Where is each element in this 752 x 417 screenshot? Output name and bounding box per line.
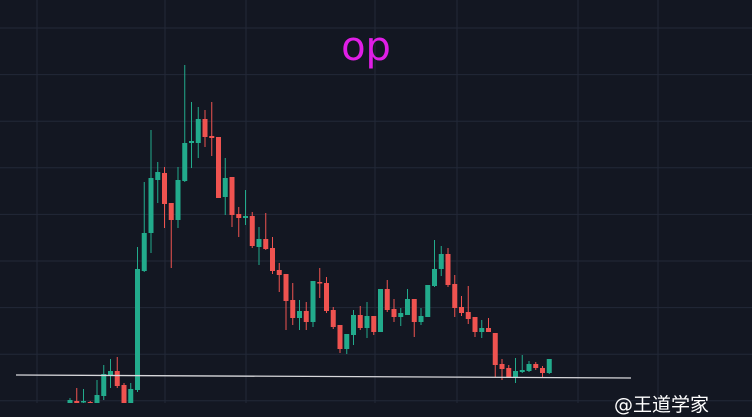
candle-body [276,270,282,275]
candle-body [283,274,289,301]
candle-body [263,239,269,249]
candle-body [330,310,336,327]
candle-body [67,400,73,403]
candle-body [364,316,370,328]
candle-body [81,401,86,403]
candle-body [128,389,134,403]
candle-body [344,334,350,349]
candle-body [74,401,80,403]
candle-body [546,359,552,373]
candle-body [189,141,194,143]
candle-body [351,315,356,335]
candle-body [445,254,451,285]
candle-body [182,143,188,181]
watermark: @王道学家 [614,394,710,416]
candle-body [391,309,397,317]
candle-body [371,316,377,332]
candle-body [513,371,518,377]
candle-body [202,119,208,137]
candle-body [303,311,309,322]
candle-body [479,328,485,332]
candle-body [459,307,464,313]
candle-body [317,282,323,284]
candle-body [168,203,174,220]
candle-body [486,328,491,332]
candle-body [432,269,437,286]
candle-body [243,216,248,218]
chart-title: op [341,24,391,70]
candle-body [297,311,302,318]
candle-body [209,136,215,138]
candle-body [94,395,100,403]
candle-body [222,178,228,197]
candle-body [249,216,255,246]
candle-body [216,137,221,198]
candle-body [195,119,201,143]
candle-body [519,370,525,372]
candle-body [101,374,107,396]
candle-body [121,385,127,403]
candle-body [472,317,478,332]
candle-body [465,312,471,319]
candle-body [141,233,147,271]
candle-body [155,172,161,180]
candle-body [425,285,431,317]
candle-body [175,180,181,220]
candle-body [438,254,444,269]
candle-body [499,364,505,369]
candle-body [114,371,120,386]
candle-body [229,177,235,215]
candle-body [378,289,383,332]
support-line [15,374,632,379]
candle-body [526,364,532,371]
candle-body [108,371,113,375]
candle-body [162,173,167,204]
candle-body [236,214,242,218]
candle-body [533,364,539,368]
candle-body [256,239,262,247]
candle-body [357,315,363,328]
candle-body [324,283,329,311]
candle-body [310,281,316,322]
candle-body [405,299,410,315]
candlestick-chart [0,0,752,403]
candle-body [148,178,154,233]
candle-body [540,368,545,373]
candle-body [337,325,343,349]
candle-body [411,299,417,322]
candle-body [492,333,498,365]
candle-body [384,289,390,310]
candle-body [270,248,275,271]
candle-body [135,269,140,390]
candle-body [418,316,424,322]
candle-body [398,313,404,317]
candle-body [452,284,458,308]
candle-body [506,368,512,377]
candle-body [290,300,296,318]
